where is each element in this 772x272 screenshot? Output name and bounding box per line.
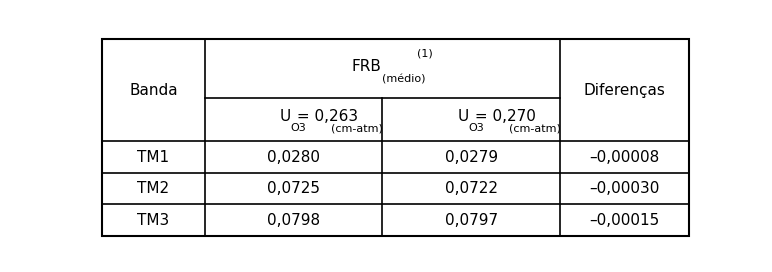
Text: 0,0722: 0,0722: [445, 181, 498, 196]
Text: TM3: TM3: [137, 212, 170, 228]
Text: TM2: TM2: [137, 181, 170, 196]
Text: = 0,270: = 0,270: [470, 109, 536, 124]
Text: TM1: TM1: [137, 150, 170, 165]
Text: –0,00008: –0,00008: [590, 150, 660, 165]
Text: Diferenças: Diferenças: [584, 83, 665, 98]
Text: (cm-atm): (cm-atm): [330, 123, 382, 133]
Text: U: U: [279, 109, 290, 124]
Text: 0,0797: 0,0797: [445, 212, 498, 228]
Text: (médio): (médio): [382, 75, 425, 85]
Text: 0,0280: 0,0280: [267, 150, 320, 165]
Text: –0,00015: –0,00015: [590, 212, 660, 228]
Text: (1): (1): [417, 49, 433, 59]
Text: O3: O3: [290, 123, 306, 133]
Text: O3: O3: [469, 123, 484, 133]
Text: Banda: Banda: [129, 83, 178, 98]
Text: 0,0279: 0,0279: [445, 150, 498, 165]
Text: (cm-atm): (cm-atm): [509, 123, 560, 133]
Text: FRB: FRB: [351, 59, 381, 74]
Text: –0,00030: –0,00030: [589, 181, 660, 196]
Text: U: U: [457, 109, 469, 124]
Text: = 0,263: = 0,263: [293, 109, 358, 124]
Text: 0,0725: 0,0725: [267, 181, 320, 196]
Text: 0,0798: 0,0798: [267, 212, 320, 228]
